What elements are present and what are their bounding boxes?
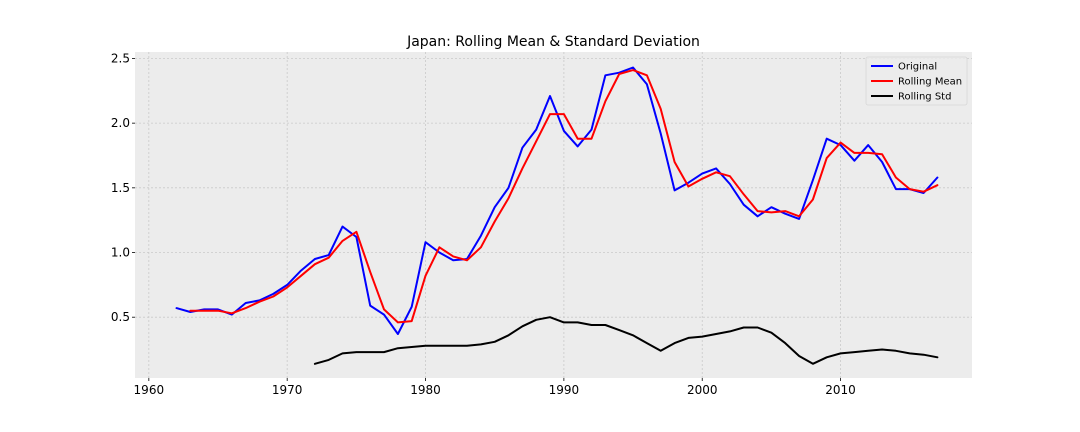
x-tick-label: 1990 [549,383,580,397]
y-tick-label: 2.5 [111,51,130,65]
chart-title: Japan: Rolling Mean & Standard Deviation [406,34,700,50]
axes: 1960 1970 1980 1990 2000 2010 0.5 1.0 1.5 2.0 2.5 [111,51,856,397]
legend-label-rolling-std: Rolling Std [898,92,951,103]
y-tick-label: 1.0 [111,246,130,260]
grid [135,52,972,378]
y-tick-label: 0.5 [111,310,130,324]
legend: Original Rolling Mean Rolling Std [865,56,968,106]
legend-label-rolling-mean: Rolling Mean [898,77,962,88]
legend-box [865,56,968,106]
series-line-rolling-mean [189,69,939,324]
legend-label-original: Original [898,62,937,73]
x-tick-label: 2010 [825,383,856,397]
x-tick-label: 1960 [134,383,165,397]
y-tick-label: 1.5 [111,181,130,195]
plot-area [135,52,972,378]
series-lines [175,66,939,365]
x-tick-label: 1980 [410,383,441,397]
y-tick-label: 2.0 [111,116,130,130]
x-tick-label: 1970 [272,383,303,397]
series-line-rolling-std [313,316,939,365]
x-tick-label: 2000 [687,383,718,397]
